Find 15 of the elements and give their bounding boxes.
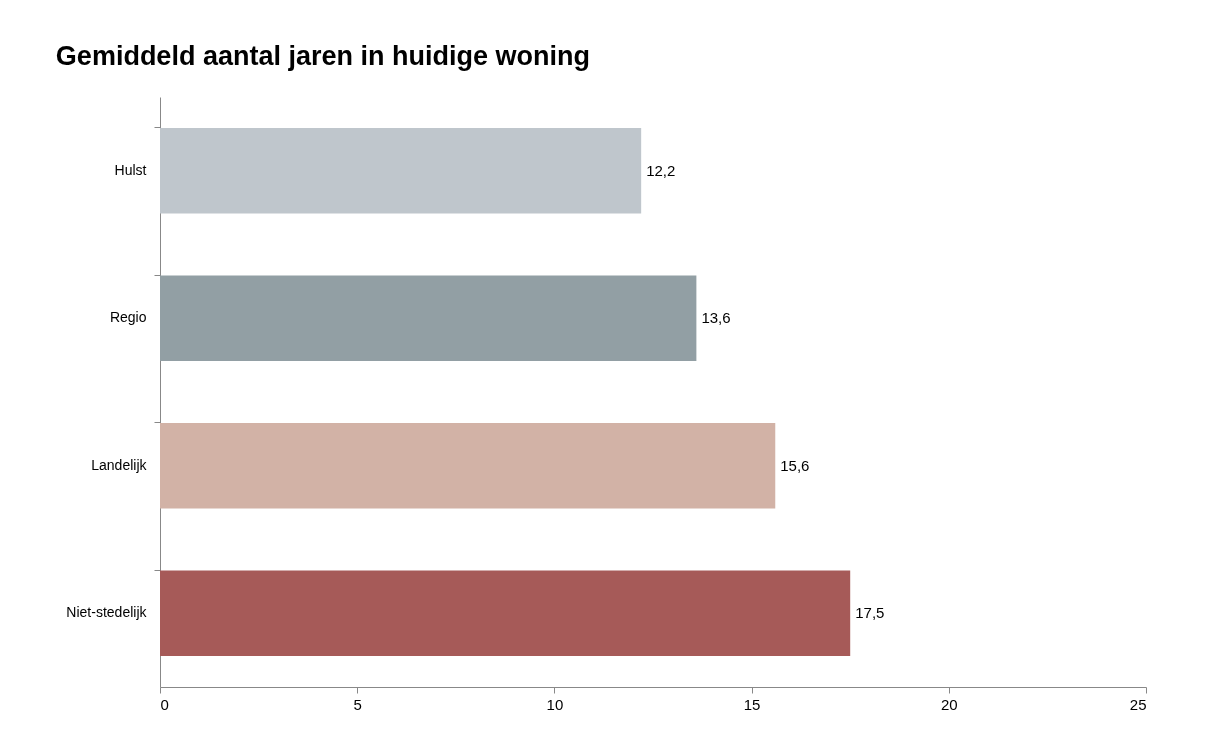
x-tick-label: 25 (1129, 695, 1147, 713)
x-tick-label: 10 (546, 695, 564, 713)
chart-title: Gemiddeld aantal jaren in huidige woning (55, 41, 590, 71)
x-tick-label: 20 (940, 695, 958, 713)
data-label: 12,2 (646, 161, 676, 179)
data-label: 15,6 (780, 456, 810, 474)
y-tick-label: Landelijk (91, 456, 148, 473)
x-tick-label: 15 (743, 695, 761, 713)
y-tick-label: Niet-stedelijk (66, 604, 148, 621)
y-tick-label: Regio (109, 309, 147, 326)
x-tick-label: 5 (353, 695, 362, 713)
data-label: 13,6 (701, 309, 731, 327)
x-tick-label: 0 (160, 695, 169, 713)
data-label: 17,5 (855, 604, 885, 622)
y-tick-label: Hulst (114, 161, 147, 178)
